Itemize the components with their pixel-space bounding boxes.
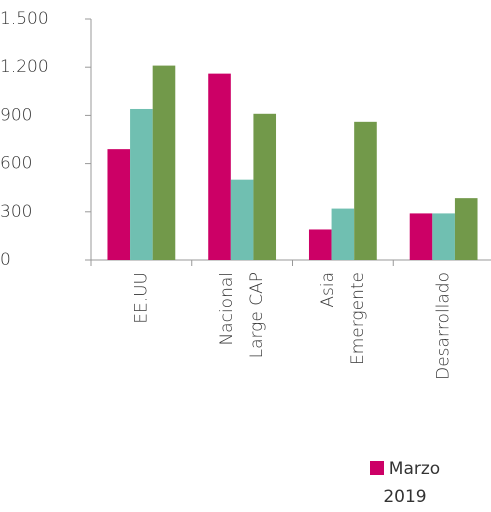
- bar: [253, 113, 277, 260]
- x-tick-label: Large CAP: [247, 272, 267, 358]
- bar: [432, 213, 455, 260]
- bar: [107, 149, 131, 260]
- legend-swatch: [369, 461, 384, 475]
- x-tick-label: Emergente: [348, 272, 368, 365]
- bar: [354, 121, 377, 261]
- bar: [230, 179, 254, 260]
- legend-item: Marzo 2019: [350, 455, 460, 511]
- bar: [454, 198, 478, 260]
- y-tick-label: 0: [0, 250, 11, 270]
- y-tick-label: 1.200: [0, 57, 49, 77]
- bar: [208, 73, 231, 260]
- legend-label: Marzo 2019: [383, 459, 441, 507]
- bar: [308, 229, 332, 260]
- x-tick-label: EE.UU: [131, 272, 151, 324]
- x-tick-label: Nacional: [217, 272, 237, 346]
- y-tick-label: 1.500: [0, 9, 49, 29]
- y-tick-label: 600: [0, 154, 32, 174]
- legend: Marzo 2019: [350, 455, 460, 511]
- bar: [331, 208, 355, 260]
- bar: [152, 65, 176, 261]
- x-tick-label: Asia: [318, 272, 338, 308]
- y-tick-label: 900: [0, 105, 32, 125]
- bar: [409, 213, 433, 260]
- y-tick-label: 300: [0, 202, 32, 222]
- x-tick-label: Desarrollado: [434, 272, 454, 380]
- bar: [130, 108, 153, 261]
